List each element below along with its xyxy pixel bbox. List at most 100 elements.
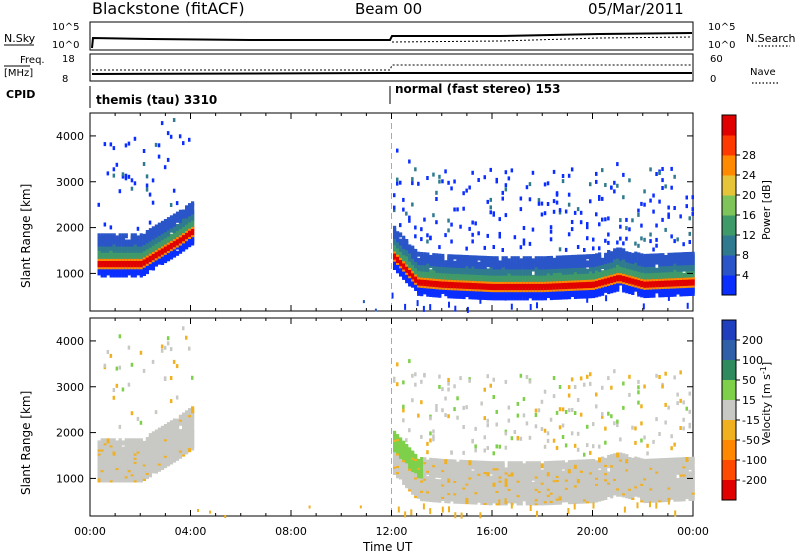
echo-cell xyxy=(420,465,424,471)
echo-cell xyxy=(579,376,583,381)
echo-cell xyxy=(567,385,571,390)
echo-cell xyxy=(640,253,644,259)
echo-cell xyxy=(592,498,596,504)
freq-line xyxy=(91,72,692,75)
echo-cell xyxy=(417,251,421,257)
echo-cell xyxy=(667,214,670,219)
colorbar-segment xyxy=(722,275,736,296)
echo-cell xyxy=(631,271,635,277)
echo-cell xyxy=(586,424,589,429)
echo-cell xyxy=(501,248,504,252)
echo-cell xyxy=(658,171,661,175)
nave-tick-top: 60 xyxy=(710,54,723,65)
echo-cell xyxy=(589,381,592,386)
echo-cell xyxy=(127,382,131,387)
echo-cell xyxy=(402,207,405,212)
echo-cell xyxy=(540,475,544,481)
echo-cell xyxy=(468,378,471,383)
echo-cell xyxy=(465,246,468,251)
echo-cell xyxy=(642,303,645,310)
echo-cell xyxy=(148,453,152,459)
echo-cell xyxy=(405,249,409,255)
echo-cell xyxy=(459,480,463,486)
echo-cell xyxy=(583,254,587,260)
echo-cell xyxy=(142,244,146,250)
echo-cell xyxy=(625,493,629,499)
echo-cell xyxy=(432,269,436,275)
echo-cell xyxy=(631,263,635,269)
echo-cell xyxy=(625,470,629,476)
echo-cell xyxy=(456,207,459,212)
echo-cell xyxy=(552,169,556,174)
echo-cell xyxy=(169,440,174,446)
echo-cell xyxy=(465,188,468,193)
echo-cell xyxy=(393,225,397,231)
echo-cell xyxy=(558,261,562,267)
echo-cell xyxy=(519,373,523,378)
echo-cell xyxy=(486,461,490,466)
echo-cell xyxy=(519,500,523,506)
echo-cell xyxy=(589,450,592,455)
echo-cell xyxy=(522,226,526,230)
nsearch-tick-top: 10^5 xyxy=(708,22,735,33)
echo-cell xyxy=(549,255,553,261)
echo-cell xyxy=(586,459,590,465)
echo-cell xyxy=(130,272,134,278)
echo-cell xyxy=(420,227,423,232)
echo-cell xyxy=(477,255,481,261)
echo-cell xyxy=(423,457,427,463)
echo-cell xyxy=(586,222,589,226)
echo-cell xyxy=(589,254,593,260)
echo-cell xyxy=(619,437,622,442)
echo-cell xyxy=(589,459,593,465)
nave-tick-bottom: 0 xyxy=(710,74,716,85)
echo-cell xyxy=(661,217,664,222)
echo-cell xyxy=(124,239,128,245)
echo-cell xyxy=(188,346,191,351)
echo-cell xyxy=(561,179,565,184)
echo-cell xyxy=(191,406,195,412)
echo-cell xyxy=(468,185,471,190)
echo-cell xyxy=(112,395,116,400)
echo-cell xyxy=(513,461,517,467)
echo-cell xyxy=(112,438,116,444)
echo-cell xyxy=(435,190,438,195)
echo-cell xyxy=(447,180,450,185)
echo-cell xyxy=(474,460,478,466)
echo-cell xyxy=(175,431,180,437)
echo-cell xyxy=(429,431,432,436)
y-tick-label: 2000 xyxy=(56,222,84,235)
echo-cell xyxy=(477,261,481,267)
echo-cell xyxy=(607,471,611,477)
echo-cell xyxy=(552,199,556,204)
echo-cell xyxy=(450,475,454,481)
echo-cell xyxy=(622,195,625,200)
echo-cell xyxy=(598,469,602,475)
colorbar-segment xyxy=(722,155,736,176)
echo-cell xyxy=(396,231,400,237)
echo-cell xyxy=(429,457,433,463)
echo-cell xyxy=(583,382,586,387)
echo-cell xyxy=(438,384,441,389)
echo-cell xyxy=(586,268,590,274)
echo-cell xyxy=(607,376,610,381)
nsky-tick-top: 10^5 xyxy=(52,22,79,33)
echo-cell xyxy=(625,226,628,231)
echo-cell xyxy=(567,478,572,484)
echo-cell xyxy=(444,260,448,266)
echo-cell xyxy=(402,461,406,467)
echo-cell xyxy=(498,260,502,266)
echo-cell xyxy=(655,253,659,259)
echo-cell xyxy=(112,243,116,249)
echo-cell xyxy=(604,457,608,463)
echo-cell xyxy=(555,192,559,197)
echo-cell xyxy=(525,256,529,262)
echo-cell xyxy=(157,154,161,159)
echo-cell xyxy=(631,252,635,258)
echo-cell xyxy=(474,481,478,487)
echo-cell xyxy=(495,409,498,414)
echo-cell xyxy=(495,422,498,427)
echo-cell xyxy=(691,251,695,257)
echo-cell xyxy=(106,171,110,176)
echo-cell xyxy=(166,341,170,346)
